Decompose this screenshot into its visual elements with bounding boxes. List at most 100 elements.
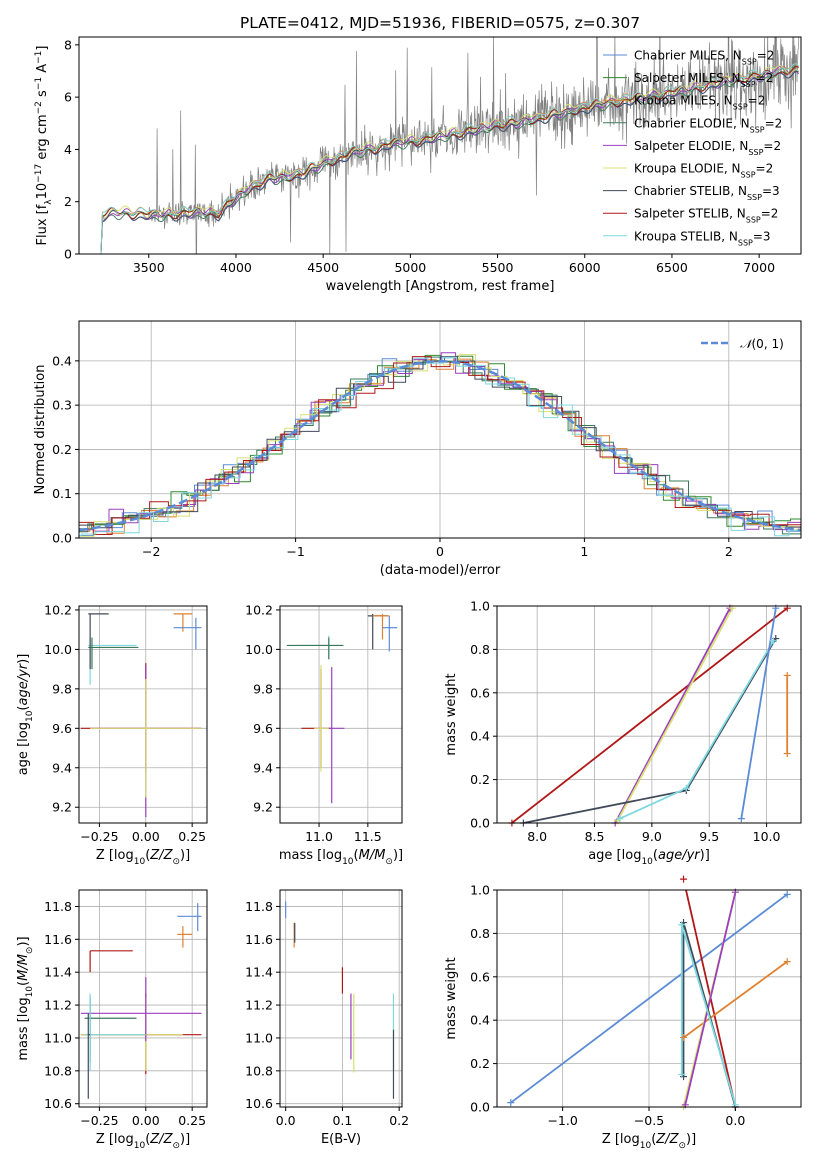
y-tick-label: 9.8	[253, 681, 273, 696]
y-tick-label: 0.0	[52, 531, 72, 546]
weight-line-0	[511, 607, 788, 823]
x-tick-label: 3500	[133, 260, 165, 275]
axes-mass-vs-EBV: 0.0 0.1 0.2 10.6 10.8 11.0 11.2 11.4 11.6 11.8 E(B…	[245, 889, 409, 1147]
x-tick-label: 2	[725, 544, 733, 559]
y-tick-label: 9.6	[253, 721, 273, 736]
weight-marker	[507, 1099, 515, 1107]
weight-marker	[678, 921, 686, 929]
axes-spectrum: 3500 4000 4500 5000 5500 6000 6500 7000 0 2 4 6 8 wav…	[34, 36, 802, 294]
plot-area-age-vs-mass	[286, 613, 398, 804]
weight-marker	[682, 784, 690, 792]
model-spectrum-2	[98, 63, 799, 254]
y-tick-label: 0.2	[470, 1056, 490, 1071]
weight-line-2	[682, 960, 788, 1039]
x-tick-label: 0.25	[178, 1113, 206, 1128]
x-tick-label: −0.25	[80, 829, 118, 844]
x-tick-label: 5500	[482, 260, 514, 275]
y-tick-label: 10.6	[44, 1096, 72, 1111]
x-tick-label: 1	[580, 544, 588, 559]
y-tick-label: 11.2	[245, 998, 273, 1013]
x-tick-label: 7000	[743, 260, 775, 275]
x-axis-label: wavelength [Angstrom, rest frame]	[326, 279, 555, 294]
weight-marker	[783, 671, 791, 679]
y-tick-label: 0.6	[470, 969, 490, 984]
y-tick-label: 11.8	[44, 899, 72, 914]
y-tick-label: 9.8	[52, 681, 72, 696]
axes-frame	[279, 605, 403, 824]
weight-line-3	[523, 638, 777, 823]
histogram-2	[79, 358, 801, 534]
axes-frame	[78, 36, 802, 255]
legend-label-2: Kroupa MILES, NSSP=2	[634, 94, 765, 112]
y-tick-label: 10.0	[245, 642, 273, 657]
legend-label-6: Chabrier STELIB, NSSP=3	[634, 184, 780, 202]
y-tick-label: 11.0	[44, 1030, 72, 1045]
weight-marker	[616, 815, 624, 823]
y-tick-label: 2	[64, 194, 72, 209]
x-tick-label: 0.2	[389, 1113, 409, 1128]
y-tick-label: 10.8	[245, 1063, 273, 1078]
y-axis-label: mass weight	[444, 673, 459, 755]
plot-area-mass-vs-Z	[80, 903, 202, 1099]
y-tick-label: 0.8	[470, 642, 490, 657]
x-axis-label: Z [log10(Z/Z⊙)]	[602, 1132, 696, 1151]
y-tick-label: 10.0	[44, 642, 72, 657]
y-tick-label: 0.8	[470, 926, 490, 941]
x-tick-label: −1	[286, 544, 304, 559]
x-tick-label: 9.0	[642, 829, 662, 844]
y-tick-label: 1.0	[470, 599, 490, 614]
y-tick-label: 9.6	[52, 721, 72, 736]
weight-line-4	[684, 891, 737, 1106]
x-tick-label: 4000	[220, 260, 252, 275]
y-tick-label: 0.1	[52, 486, 72, 501]
y-tick-label: 0.4	[52, 353, 72, 368]
figure-title: PLATE=0412, MJD=51936, FIBERID=0575, z=0…	[240, 14, 640, 32]
histogram-8	[79, 357, 801, 537]
model-spectrum-8	[98, 63, 799, 254]
x-tick-label: 8.5	[585, 829, 605, 844]
x-tick-label: 0.0	[276, 1113, 296, 1128]
x-tick-label: 8.0	[527, 829, 547, 844]
y-tick-label: 0.0	[470, 816, 490, 831]
x-axis-label: E(B-V)	[321, 1132, 361, 1147]
axes-massweight-vs-age: 8.0 8.5 9.0 9.5 10.0 0.0 0.2 0.4 0.6 0.8 1.0 age [l…	[444, 599, 802, 867]
x-axis-label: (data-model)/error	[380, 563, 501, 578]
axes-mass-vs-Z: −0.25 0.00 0.25 10.6 10.8 11.0 11.2 11.4 11.6 11.…	[16, 889, 208, 1151]
legend-label-5: Kroupa ELODIE, NSSP=2	[634, 162, 773, 180]
x-axis-label: age [log10(age/yr)]	[588, 848, 710, 867]
x-tick-label: 11.5	[354, 829, 382, 844]
y-tick-label: 9.2	[253, 800, 273, 815]
weight-line-4	[619, 640, 775, 820]
y-tick-label: 11.4	[44, 965, 72, 980]
histogram-5	[79, 354, 801, 537]
y-tick-label: 0.2	[470, 772, 490, 787]
y-tick-label: 10.6	[245, 1096, 273, 1111]
y-tick-label: 10.2	[245, 602, 273, 617]
y-tick-label: 9.4	[253, 760, 273, 775]
y-tick-label: 10.8	[44, 1063, 72, 1078]
y-tick-label: 0.4	[470, 1013, 490, 1028]
y-tick-label: 11.8	[245, 899, 273, 914]
histogram-6	[79, 356, 801, 529]
weight-line-2	[616, 607, 733, 822]
weight-marker	[783, 750, 791, 758]
axes-age-vs-Z: −0.25 0.00 0.25 9.2 9.4 9.6 9.8 10.0 10.2 Z [log1…	[16, 602, 208, 867]
legend-label-1: Salpeter MILES, NSSP=2	[634, 71, 773, 89]
model-spectrum-3	[98, 68, 799, 254]
y-tick-label: 11.4	[245, 965, 273, 980]
y-tick-label: 11.6	[245, 932, 273, 947]
model-spectrum-5	[98, 65, 799, 254]
x-tick-label: 0.1	[332, 1113, 352, 1128]
x-tick-label: 6000	[569, 260, 601, 275]
normal-reference-curve	[79, 360, 801, 532]
y-tick-label: 0.4	[470, 729, 490, 744]
y-axis-label: mass [log10(M/M⊙)]	[16, 936, 35, 1060]
y-tick-label: 0	[64, 247, 72, 262]
plot-area-massweight-vs-age	[511, 607, 789, 823]
y-tick-label: 0.0	[470, 1100, 490, 1115]
x-tick-label: 0.25	[178, 829, 206, 844]
plot-area-mass-vs-EBV	[285, 901, 395, 1099]
model-spectrum-6	[98, 70, 799, 254]
y-axis-label: Flux [fλ10−17 erg cm−2 s−1 A−1]	[34, 46, 54, 246]
